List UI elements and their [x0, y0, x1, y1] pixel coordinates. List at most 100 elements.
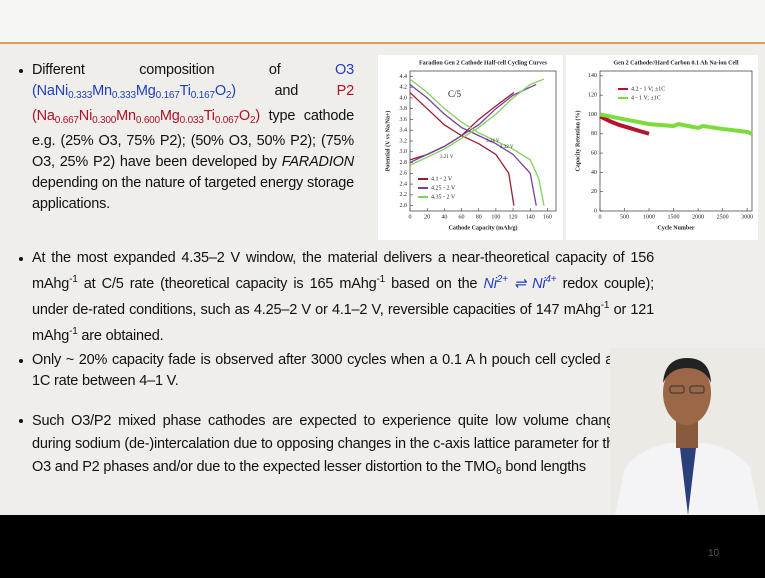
legend-label: 4 - 1 V; ±1C [631, 95, 661, 101]
text-run: 4+ [545, 274, 556, 285]
x-axis-label: Cycle Number [657, 225, 694, 231]
text-run: 0.067 [215, 115, 239, 126]
legend-label: 4.2 - 1 V; ±1C [631, 86, 665, 92]
y-tick-label: 40 [591, 170, 597, 176]
plot-frame [600, 71, 752, 211]
x-tick-label: 3000 [741, 214, 753, 220]
page-number: 10 [708, 548, 719, 559]
x-tick-label: 40 [441, 214, 447, 220]
x-tick-label: 160 [543, 214, 552, 220]
y-tick-label: 3.4 [400, 128, 408, 134]
y-tick-label: 2.6 [400, 171, 408, 177]
text-run: bond lengths [502, 459, 586, 475]
text-run: 0.167 [156, 90, 180, 101]
header-band [0, 0, 765, 44]
text-run: 0.600 [136, 115, 160, 126]
y-tick-label: 2.2 [400, 192, 408, 198]
chart-title: Gen 2 Cathode//Hard Carbon 0.1 Ah Na-ion… [613, 60, 738, 66]
y-tick-label: 4.2 [400, 85, 408, 91]
legend-label: 4.25 - 2 V [431, 185, 456, 191]
text-run: at C/5 rate (theoretical capacity is 165… [78, 276, 377, 292]
x-tick-label: 1500 [668, 214, 680, 220]
y-tick-label: 140 [588, 73, 597, 79]
text-run: O3 [335, 62, 354, 78]
text-run: Mn [116, 108, 136, 124]
text-run: -1 [69, 326, 78, 337]
text-run: Mg [136, 83, 156, 99]
chart: Faradion Gen 2 Cathode Half-cell Cycling… [378, 55, 563, 240]
text-run: P2 [337, 83, 354, 99]
bullet: Only ~ 20% capacity fade is observed aft… [32, 350, 617, 392]
x-tick-label: 120 [509, 214, 518, 220]
text-run: Ti [204, 108, 215, 124]
presenter [610, 348, 765, 515]
text-run: FARADION [282, 154, 354, 170]
y-tick-label: 80 [591, 131, 597, 137]
y-tick-label: 2.8 [400, 160, 408, 166]
text-run: 0.033 [180, 115, 204, 126]
curve [410, 79, 544, 165]
text-run: 0.167 [191, 90, 215, 101]
y-tick-label: 3.6 [400, 117, 408, 123]
y-tick-label: 100 [588, 112, 597, 118]
text-run: (NaNi [32, 83, 68, 99]
x-tick-label: 0 [409, 214, 412, 220]
x-tick-label: 20 [424, 214, 430, 220]
text-run: depending on the nature of targeted ener… [32, 175, 354, 212]
text-run: Ni [79, 108, 92, 124]
text-run: Mn [92, 83, 112, 99]
annotation: 3.24 V [486, 139, 500, 144]
curve [410, 84, 536, 205]
text-run: 0.333 [112, 90, 136, 101]
text-run: 0.667 [55, 115, 79, 126]
text-run: and [236, 83, 337, 99]
y-tick-label: 3.2 [400, 138, 408, 144]
y-axis-label: Capacity Retention (%) [574, 111, 581, 172]
text-run: Mg [160, 108, 180, 124]
x-tick-label: 2500 [717, 214, 729, 220]
text-run: O [239, 108, 250, 124]
x-tick-label: 100 [491, 214, 500, 220]
bullet: Such O3/P2 mixed phase cathodes are expe… [32, 410, 622, 483]
annotation: 3.32 V [500, 145, 514, 150]
text-run: 0.333 [68, 90, 92, 101]
y-tick-label: 0 [594, 208, 597, 214]
curve [410, 93, 514, 160]
bullet: At the most expanded 4.35–2 V window, th… [32, 248, 654, 347]
legend-label: 4.1 - 2 V [431, 176, 453, 182]
page: Different composition of O3 (NaNi0.333Mn… [0, 0, 765, 578]
chart-title: Faradion Gen 2 Cathode Half-cell Cycling… [419, 60, 548, 66]
y-tick-label: 3.8 [400, 106, 408, 112]
y-tick-label: 4.0 [400, 95, 408, 101]
bullet: Different composition of O3 (NaNi0.333Mn… [32, 60, 354, 215]
x-tick-label: 80 [476, 214, 482, 220]
y-tick-label: 20 [591, 189, 597, 195]
text-run: Ti [180, 83, 191, 99]
text-run: -1 [601, 300, 610, 311]
text-run: 2+ [497, 274, 508, 285]
text-run: (Na [32, 108, 55, 124]
y-tick-label: 2.0 [400, 203, 408, 209]
text-run: Only ~ 20% capacity fade is observed aft… [32, 352, 617, 389]
text-run: Different composition of [32, 62, 335, 78]
text-run: based on the [385, 276, 483, 292]
y-axis-label: Potential (V vs Na/Na+) [384, 111, 391, 172]
chart: Gen 2 Cathode//Hard Carbon 0.1 Ah Na-ion… [566, 55, 758, 240]
text-run: 0.300 [92, 115, 116, 126]
x-tick-label: 2000 [692, 214, 704, 220]
x-tick-label: 1000 [643, 214, 655, 220]
y-tick-label: 2.4 [400, 181, 408, 187]
annotation: C/5 [448, 89, 462, 99]
text-run: Ni [483, 276, 496, 292]
annotation: 3.21 V [440, 155, 454, 160]
y-tick-label: 60 [591, 150, 597, 156]
text-run: O [215, 83, 226, 99]
x-axis-label: Cathode Capacity (mAh/g) [449, 224, 518, 231]
legend-label: 4.35 - 2 V [431, 194, 456, 200]
text-run: -1 [376, 274, 385, 285]
text-run: are obtained. [78, 328, 164, 344]
x-tick-label: 500 [620, 214, 629, 220]
text-run: Ni [532, 276, 545, 292]
y-tick-label: 4.4 [400, 74, 408, 80]
curve [410, 84, 536, 162]
